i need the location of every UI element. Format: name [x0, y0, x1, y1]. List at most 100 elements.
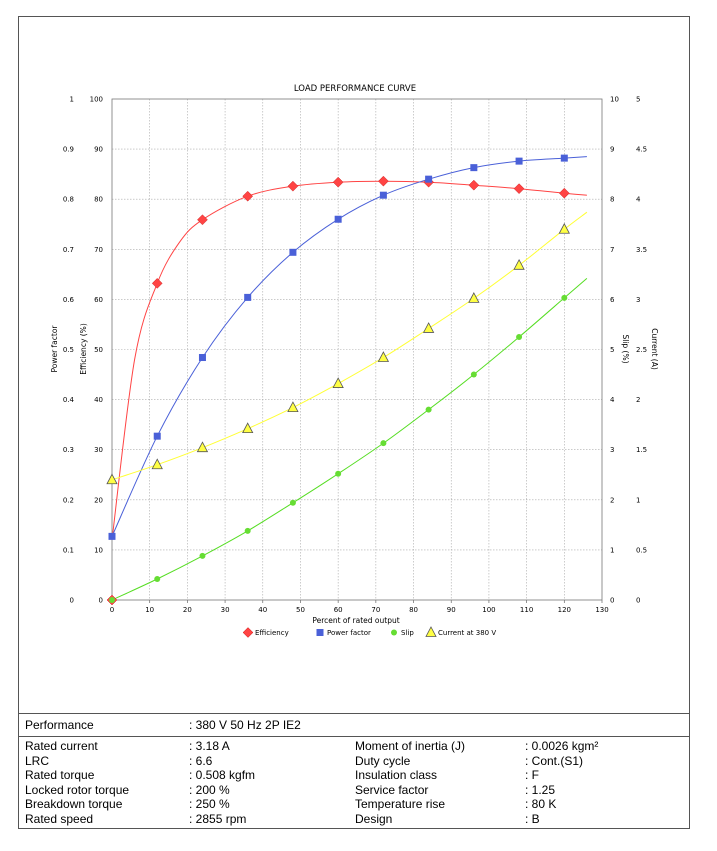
- chart-title: LOAD PERFORMANCE CURVE: [294, 84, 416, 94]
- efficiency-data-point: [513, 183, 525, 195]
- legend: Efficiency Power factor Slip Current at 380…: [242, 626, 496, 638]
- spec-value: : 0.0026 kgm²: [525, 739, 599, 753]
- x-tick-label: 0: [110, 606, 114, 614]
- current-tick-label: 3: [636, 296, 640, 304]
- current-tick-label: 0: [636, 597, 640, 605]
- power-factor-tick-label: 1: [70, 96, 74, 104]
- slip-data-point: [244, 527, 251, 534]
- slip-axis-label: Slip (%): [621, 334, 630, 363]
- power-factor-data-point: [289, 248, 297, 256]
- current-axis-label: Current (A): [650, 328, 659, 370]
- load-performance-chart: 0 0 0 00.1 10 1 0.50.2 20 2 10.3 30 3 1.50.4 40 4 20.5 5…: [50, 84, 659, 638]
- current-data-point: [558, 222, 570, 234]
- current-data-point: [377, 351, 390, 362]
- slip-data-point: [561, 294, 568, 301]
- spec-table: Performance : 380 V 50 Hz 2P IE2 Rated c…: [19, 713, 689, 828]
- power-factor-tick-label: 0.9: [63, 146, 74, 154]
- power-factor-data-point: [379, 191, 387, 199]
- efficiency-fit-curve: [111, 180, 587, 540]
- current-tick-label: 1.5: [636, 446, 647, 454]
- x-tick-label: 10: [145, 606, 154, 614]
- current-data-point: [332, 377, 344, 388]
- power-factor-legend-marker: [316, 629, 324, 636]
- spec-label: Insulation class: [355, 768, 438, 783]
- current-data-point: [422, 322, 435, 333]
- current-tick-label: 4: [636, 196, 641, 204]
- x-tick-label: 40: [258, 606, 267, 614]
- spec-row: Rated speed: 2855 rpm Design: B: [19, 812, 689, 827]
- grid: [112, 99, 602, 600]
- slip-data-point: [289, 499, 296, 506]
- power-factor-data-point: [515, 157, 523, 165]
- spec-row: LRC: 6.6 Duty cycle: Cont.(S1): [19, 754, 689, 769]
- spec-label: Service factor: [355, 782, 429, 797]
- datasheet-frame: [18, 16, 690, 829]
- x-tick-label: 70: [371, 606, 380, 614]
- current-data-point: [287, 401, 299, 413]
- efficiency-tick-label: 80: [94, 196, 103, 204]
- power-factor-data-point: [425, 175, 433, 183]
- legend-label: Current at 380 V: [438, 629, 496, 637]
- current-data-point: [196, 441, 209, 453]
- legend-item: Power factor: [316, 629, 371, 637]
- power-factor-axis-label: Power factor: [50, 325, 59, 373]
- spec-value: : 0.508 kgfm: [189, 768, 256, 783]
- slip-legend-marker: [391, 629, 397, 636]
- efficiency-data-point: [242, 190, 254, 202]
- efficiency-tick-label: 100: [90, 96, 103, 104]
- spec-row: Locked rotor torque: 200 % Service factor…: [19, 783, 689, 798]
- spec-value: : 250 %: [189, 797, 230, 812]
- current-tick-label: 0.5: [636, 546, 647, 554]
- efficiency-tick-label: 40: [94, 396, 103, 404]
- power-factor-tick-label: 0.4: [63, 396, 75, 404]
- current-data-point: [242, 422, 254, 434]
- power-factor-tick-label: 0.6: [63, 296, 75, 304]
- efficiency-data-point: [151, 278, 163, 289]
- power-factor-data-point: [198, 354, 206, 362]
- spec-label: Duty cycle: [355, 753, 411, 768]
- current-tick-label: 5: [636, 96, 640, 104]
- efficiency-data-point: [468, 179, 480, 191]
- efficiency-tick-label: 60: [94, 296, 103, 304]
- x-axis-label: Percent of rated output: [312, 616, 399, 625]
- current-data-point: [513, 258, 525, 270]
- x-tick-label: 30: [221, 606, 230, 614]
- power-factor-data-point: [560, 154, 568, 162]
- current-tick-label: 1: [636, 496, 640, 504]
- x-tick-label: 120: [558, 606, 571, 614]
- current-data-point: [151, 458, 163, 470]
- spec-value: : 80 K: [525, 797, 557, 812]
- slip-fit-curve: [111, 278, 588, 601]
- slip-data-point: [335, 470, 342, 477]
- slip-tick-label: 4: [610, 396, 615, 404]
- power-factor-tick-label: 0.3: [63, 446, 74, 454]
- current-tick-label: 3.5: [636, 246, 647, 254]
- slip-tick-label: 1: [610, 546, 614, 554]
- x-tick-label: 100: [482, 606, 495, 614]
- spec-value: : 1.25: [525, 782, 556, 797]
- slip-data-point: [425, 406, 432, 413]
- slip-tick-label: 0: [610, 597, 614, 605]
- slip-tick-label: 3: [610, 446, 614, 454]
- x-tick-label: 80: [409, 606, 418, 614]
- spec-row: Breakdown torque: 250 % Temperature rise:…: [19, 797, 689, 812]
- spec-label: LRC: [25, 753, 50, 768]
- legend-label: Efficiency: [255, 629, 289, 637]
- spec-value: : 3.18 A: [189, 739, 230, 753]
- slip-data-point: [199, 552, 206, 559]
- slip-data-point: [154, 575, 161, 582]
- efficiency-tick-label: 70: [94, 246, 103, 254]
- current-data-point: [106, 473, 118, 485]
- power-factor-tick-label: 0: [70, 597, 74, 605]
- legend-item: Efficiency: [242, 627, 289, 638]
- spec-label: Moment of inertia (J): [355, 739, 466, 753]
- performance-row: Performance : 380 V 50 Hz 2P IE2: [19, 714, 689, 737]
- current-tick-label: 4.5: [636, 146, 647, 154]
- current-fit-curve: [111, 211, 588, 481]
- spec-label: Rated torque: [25, 768, 95, 783]
- efficiency-tick-label: 10: [94, 546, 103, 554]
- slip-tick-label: 6: [610, 296, 615, 304]
- efficiency-tick-label: 0: [99, 597, 103, 605]
- efficiency-data-point: [558, 187, 570, 199]
- slip-tick-label: 9: [610, 146, 614, 154]
